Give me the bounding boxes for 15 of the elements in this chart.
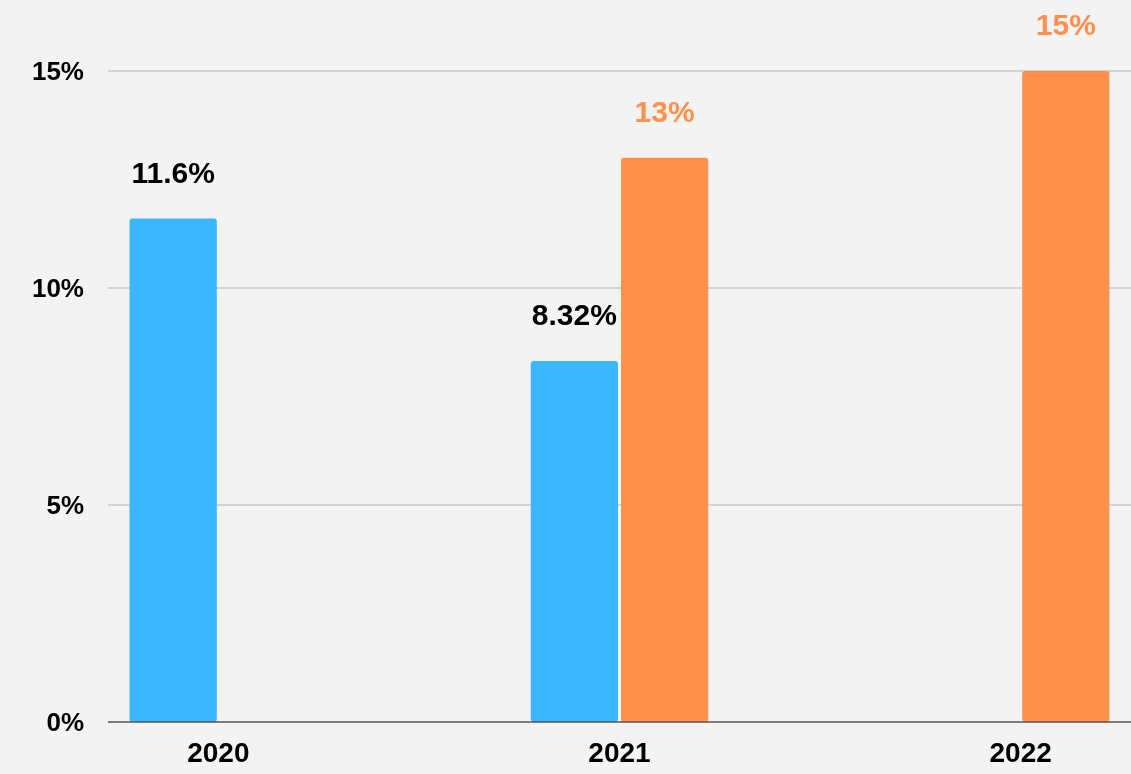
- bar: [621, 157, 709, 722]
- data-label: 8.32%: [531, 297, 617, 331]
- y-tick-label: 0%: [46, 707, 84, 738]
- data-label: 15%: [1035, 8, 1096, 41]
- x-tick-label: 2022: [989, 737, 1052, 768]
- y-tick-label: 10%: [31, 273, 84, 304]
- bar: [1022, 71, 1110, 722]
- y-tick-label: 5%: [46, 490, 84, 521]
- x-tick-label: 2021: [588, 737, 651, 768]
- x-tick-label: 2020: [187, 737, 250, 768]
- data-label: 11.6%: [131, 155, 215, 189]
- bar: [129, 218, 217, 722]
- bar: [530, 360, 618, 722]
- y-tick-label: 15%: [31, 56, 84, 87]
- data-label: 13%: [634, 94, 695, 128]
